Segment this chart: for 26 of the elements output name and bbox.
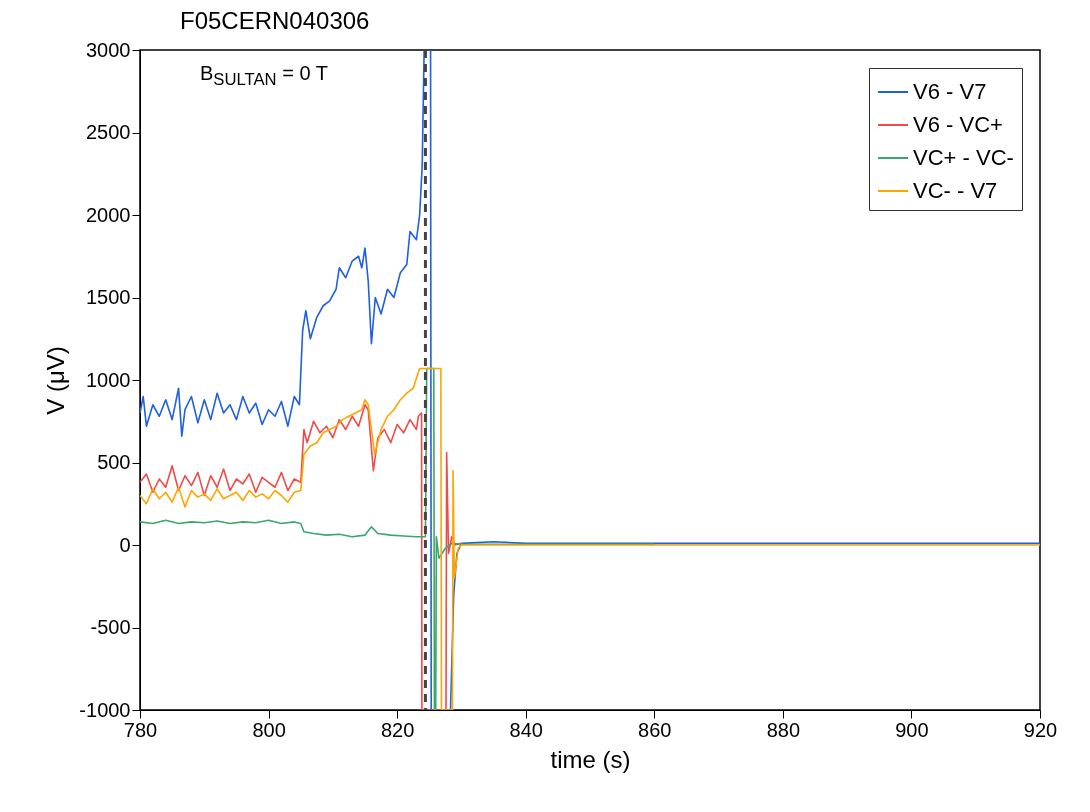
x-tick-label: 920 [1023,718,1058,741]
y-axis-title: V (μV) [42,346,70,415]
y-tick-label: -1000 [79,698,131,721]
annotation: B$_{SULTAN}$ = 0 T [200,62,328,90]
y-tick-label: 1500 [86,286,131,308]
legend-label: V6 - VC+ [913,112,1003,137]
x-tick-label: 900 [895,718,929,741]
legend-label: VC+ - VC- [913,145,1014,170]
x-axis-title: time (s) [550,745,631,773]
legend-label: V6 - V7 [913,79,987,104]
y-tick-label: 0 [119,533,131,556]
y-tick-label: 2500 [86,121,131,143]
x-tick-label: 800 [252,718,286,741]
y-tick-label: 3000 [86,38,131,61]
chart-title: F05CERN040306 [180,7,370,34]
x-tick-label: 840 [509,718,543,741]
y-tick-label: 1000 [86,368,131,391]
x-tick-label: 880 [766,718,801,741]
x-tick-label: 860 [638,718,672,741]
line-series [140,367,656,710]
y-tick-label: 500 [97,451,131,473]
x-tick-label: 780 [123,718,158,741]
legend-label: VC- - V7 [913,178,998,203]
x-tick-label: 820 [380,718,415,741]
y-tick-label: 2000 [86,203,131,226]
y-tick-label: -500 [90,616,131,638]
